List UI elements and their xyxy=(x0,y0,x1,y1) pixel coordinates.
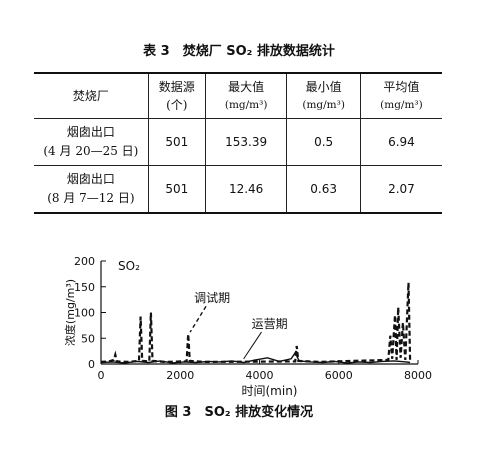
chart-annotation: 调试期 xyxy=(194,290,230,305)
header-unit: (mg/m³) xyxy=(380,99,423,111)
header-label: 最大值 xyxy=(228,80,265,94)
x-tick-label: 6000 xyxy=(325,369,353,382)
cell-max: 153.39 xyxy=(204,118,288,166)
table-row: 烟囱出口 (4 月 20—25 日) 501 153.39 0.5 6.94 xyxy=(34,118,442,166)
header-count: 数据源 (个) xyxy=(147,72,206,119)
x-tick-label: 4000 xyxy=(246,369,274,382)
cell-plant: 烟囱出口 (4 月 20—25 日) xyxy=(34,118,149,166)
y-tick-label: 50 xyxy=(81,332,95,345)
cell-min: 0.5 xyxy=(286,118,361,166)
cell-plant: 烟囱出口 (8 月 7—12 日) xyxy=(34,165,149,214)
x-tick-label: 0 xyxy=(98,369,105,382)
y-tick-label: 150 xyxy=(74,281,95,294)
figure-caption: 图 3 SO₂ 排放变化情况 xyxy=(164,405,314,420)
header-label: 焚烧厂 xyxy=(72,89,109,103)
annotation-leader-line xyxy=(243,331,262,360)
cell-site: 烟囱出口 xyxy=(66,172,115,186)
cell-count: 501 xyxy=(147,118,206,166)
table-header-row: 焚烧厂 数据源 (个) 最大值 (mg/m³) 最小值 (mg/m³) 平均值 (mg/… xyxy=(34,72,442,119)
header-max: 最大值 (mg/m³) xyxy=(204,72,288,119)
x-tick-label: 8000 xyxy=(404,369,432,382)
header-label: 数据源 xyxy=(158,80,195,94)
x-tick-label: 2000 xyxy=(166,369,194,382)
cell-avg: 2.07 xyxy=(359,165,442,214)
header-unit: (mg/m³) xyxy=(302,99,345,111)
header-plant: 焚烧厂 xyxy=(34,72,149,119)
cell-avg: 6.94 xyxy=(359,118,442,166)
annotation-leader-line xyxy=(189,305,207,333)
cell-period: (8 月 7—12 日) xyxy=(47,191,135,205)
y-tick-label: 200 xyxy=(74,255,95,268)
so2-stats-table: 焚烧厂 数据源 (个) 最大值 (mg/m³) 最小值 (mg/m³) 平均值 (mg/… xyxy=(34,72,442,214)
header-min: 最小值 (mg/m³) xyxy=(286,72,361,119)
header-avg: 平均值 (mg/m³) xyxy=(359,72,442,119)
chart-annotation: 运营期 xyxy=(252,317,288,331)
series-operation-line xyxy=(100,351,411,364)
header-label: 最小值 xyxy=(305,80,342,94)
series-label: SO₂ xyxy=(118,259,140,273)
cell-min: 0.63 xyxy=(286,165,361,214)
table-title: 表 3 焚烧厂 SO₂ 排放数据统计 xyxy=(143,44,335,59)
y-tick-label: 100 xyxy=(74,307,95,320)
series-commissioning-line xyxy=(100,282,412,364)
cell-site: 烟囱出口 xyxy=(66,125,115,139)
cell-max: 12.46 xyxy=(204,165,288,214)
header-unit: (mg/m³) xyxy=(224,99,268,111)
cell-count: 501 xyxy=(147,165,206,214)
cell-period: (4 月 20—25 日) xyxy=(43,144,139,158)
table-row: 烟囱出口 (8 月 7—12 日) 501 12.46 0.63 2.07 xyxy=(34,165,442,214)
y-tick-label: 0 xyxy=(88,358,95,371)
header-unit: (个) xyxy=(166,98,188,112)
header-label: 平均值 xyxy=(383,80,420,94)
y-axis-label: 浓度(mg/m³) xyxy=(63,279,77,346)
x-axis-label: 时间(min) xyxy=(242,384,298,398)
